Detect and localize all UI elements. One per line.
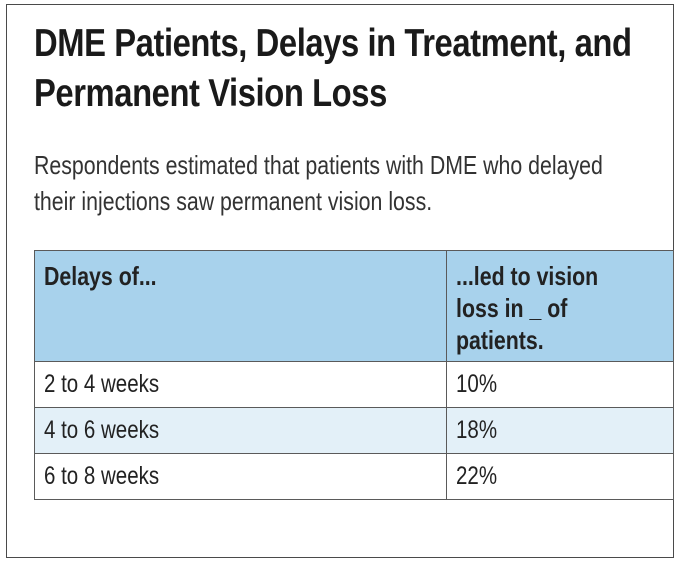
table-row: 4 to 6 weeks 18% (34, 407, 674, 454)
header-delays: Delays of... (34, 250, 447, 362)
row-delay-cell: 2 to 4 weeks (34, 361, 447, 408)
table-header-row: Delays of... ...led to vision loss in _ … (34, 250, 674, 362)
vision-loss-table: Delays of... ...led to vision loss in _ … (34, 250, 674, 500)
row-delay-cell: 4 to 6 weeks (34, 407, 447, 454)
row-pct-value: 22% (456, 462, 498, 490)
row-delay-value: 4 to 6 weeks (44, 416, 160, 444)
row-pct-cell: 18% (446, 407, 674, 454)
table-row: 6 to 8 weeks 22% (34, 453, 674, 500)
row-delay-cell: 6 to 8 weeks (34, 453, 447, 500)
card-frame: DME Patients, Delays in Treatment, and P… (6, 4, 674, 558)
card-subtitle: Respondents estimated that patients with… (34, 150, 603, 216)
header-vision-loss: ...led to vision loss in _ of patients. (446, 250, 674, 362)
row-delay-value: 6 to 8 weeks (44, 462, 160, 490)
row-pct-cell: 10% (446, 361, 674, 408)
row-pct-value: 18% (456, 416, 498, 444)
row-pct-value: 10% (456, 370, 498, 398)
row-delay-value: 2 to 4 weeks (44, 370, 160, 398)
header-vision-loss-label: ...led to vision loss in _ of patients. (456, 261, 599, 355)
table-row: 2 to 4 weeks 10% (34, 361, 674, 408)
card-title: DME Patients, Delays in Treatment, and P… (34, 22, 632, 115)
header-delays-label: Delays of... (44, 261, 157, 291)
row-pct-cell: 22% (446, 453, 674, 500)
